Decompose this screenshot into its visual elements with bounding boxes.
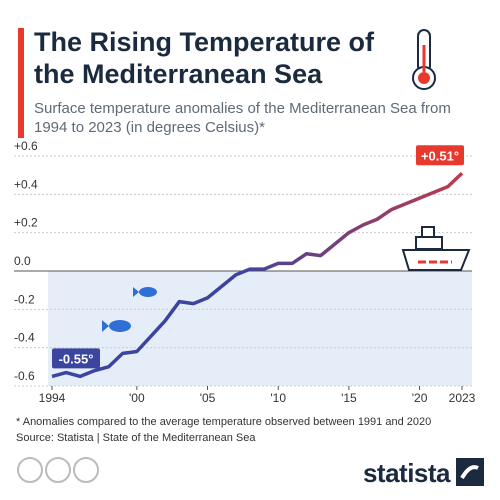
brand: statista: [362, 458, 451, 488]
ship-icon: [401, 226, 471, 271]
annotation: +0.51°: [421, 148, 459, 163]
license-icons: [17, 457, 99, 483]
x-tick-label: '10: [270, 391, 286, 405]
x-tick-label: '15: [341, 391, 357, 405]
line: [51, 171, 464, 379]
thermometer-icon: [412, 29, 436, 90]
x-tick-label: 2023: [449, 391, 476, 405]
y-tick-label: -0.2: [14, 292, 35, 306]
x-tick-label: '05: [200, 391, 216, 405]
brand-logo: [456, 458, 484, 486]
x-tick-label: '00: [129, 391, 145, 405]
annotation-box: [52, 348, 100, 369]
source: Source: Statista | State of the Mediterr…: [16, 432, 256, 444]
fish-icon: [102, 287, 157, 332]
title: The Rising Temperature of the Mediterran…: [34, 27, 375, 89]
y-tick-label: +0.2: [14, 216, 38, 230]
annotation-box: [416, 145, 464, 166]
x-tick-label: '20: [412, 391, 428, 405]
y-tick-label: +0.6: [14, 139, 38, 153]
accent-bar: [18, 28, 24, 138]
footnote: * Anomalies compared to the average temp…: [16, 416, 432, 428]
y-tick-label: +0.4: [14, 177, 38, 191]
y-tick-label: 0.0: [14, 254, 31, 268]
y-tick-label: -0.4: [14, 331, 35, 345]
x-tick-label: 1994: [39, 391, 66, 405]
subtitle: Surface temperature anomalies of the Med…: [34, 100, 451, 136]
annotation: -0.55°: [59, 351, 94, 366]
y-tick-label: -0.6: [14, 369, 35, 383]
